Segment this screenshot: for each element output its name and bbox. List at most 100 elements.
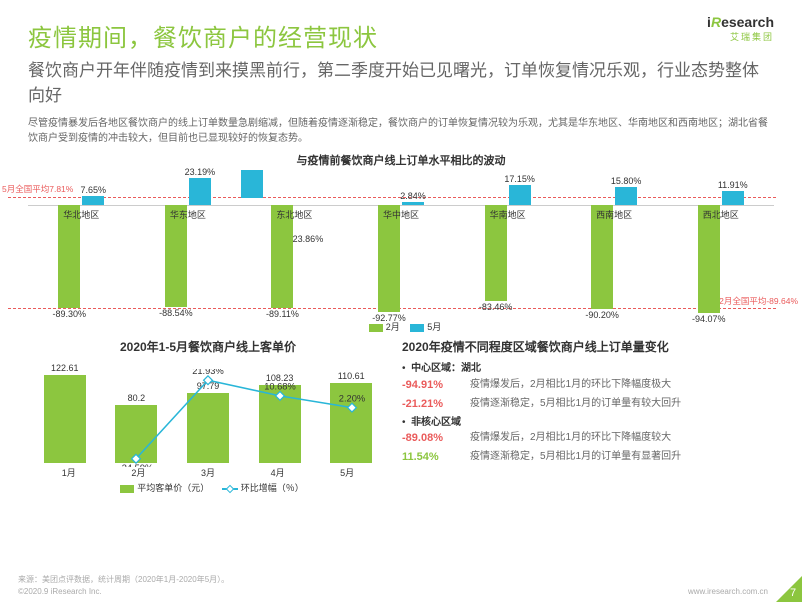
legend-label-bar: 平均客单价（元） — [137, 483, 209, 493]
month-label: 4月 — [243, 466, 313, 479]
legend-label-line: 环比增幅（％） — [241, 483, 304, 493]
chart2-bar: 110.61 — [330, 383, 372, 463]
info-row: 11.54% 疫情逐渐稳定，5月相比1月的订单量有显著回升 — [402, 449, 774, 466]
feb-value-label: -94.07% — [692, 314, 726, 324]
info-container: 2020年疫情不同程度区域餐饮商户线上订单量变化 • 中心区域：湖北-94.91… — [402, 338, 774, 494]
page-title: 疫情期间，餐饮商户的经营现状 — [28, 18, 774, 53]
slide-root: iResearch 艾瑞集团 疫情期间，餐饮商户的经营现状 餐饮商户开年伴随疫情… — [0, 0, 802, 602]
chart2-col: 110.61 — [320, 369, 382, 463]
may-value-label: 7.65% — [81, 185, 107, 195]
chart1-col: 2.84% -92.77% 华中地区 — [348, 170, 455, 320]
chart2-bar-label: 80.2 — [128, 393, 146, 403]
may-bar — [189, 178, 211, 205]
legend-swatch-may — [410, 324, 424, 332]
month-label: 5月 — [312, 466, 382, 479]
feb-value-label: -89.30% — [53, 309, 87, 319]
feb-value-label: -92.77% — [372, 313, 406, 323]
region-label: 西北地区 — [703, 208, 739, 221]
legend-swatch-feb — [369, 324, 383, 332]
chart2-bar: 80.2 — [115, 405, 157, 463]
chart2-legend: 平均客单价（元） 环比增幅（％） — [28, 481, 388, 494]
may-bar — [402, 202, 424, 205]
may-value-label: 23.19% — [185, 167, 216, 177]
legend-swatch-line — [222, 488, 238, 490]
may-bar — [722, 191, 744, 205]
feb-value-label: -83.46% — [479, 302, 513, 312]
region-label: 东北地区 — [276, 208, 312, 221]
feb-bar — [698, 205, 720, 313]
chart2-bar: 97.79 — [187, 393, 229, 464]
logo-main: iResearch — [707, 14, 774, 30]
may-value-label: 15.80% — [611, 176, 642, 186]
info-text: 疫情爆发后，2月相比1月的环比下降幅度较大 — [470, 430, 671, 447]
region-label: 华北地区 — [63, 208, 99, 221]
month-label: 2月 — [104, 466, 174, 479]
chart2-bar-label: 110.61 — [338, 371, 365, 381]
info-text: 疫情爆发后，2月相比1月的环比下降幅度极大 — [470, 377, 671, 394]
bottom-row: 2020年1-5月餐饮商户线上客单价 122.61 80.2 97.79 108.23… — [28, 338, 774, 494]
region-label: 华南地区 — [490, 208, 526, 221]
chart1-groups: 7.65%-89.30%华北地区23.19%-88.54%华东地区-23.86%… — [28, 170, 774, 320]
chart1-col: 17.15% -83.46% 华南地区 — [454, 170, 561, 320]
body-text: 尽管疫情暴发后各地区餐饮商户的线上订单数量急剧缩减，但随着疫情逐渐稳定，餐饮商户… — [28, 116, 774, 146]
info-row: -94.91% 疫情爆发后，2月相比1月的环比下降幅度极大 — [402, 377, 774, 394]
chart2-month-labels: 1月2月3月4月5月 — [28, 466, 388, 479]
logo-sub: 艾瑞集团 — [707, 30, 774, 43]
footer-copyright: ©2020.9 iResearch Inc. — [18, 587, 102, 596]
chart1-col: 7.65% -89.30% 华北地区 — [28, 170, 135, 320]
info-value: 11.54% — [402, 449, 460, 466]
feb-value-label: -90.20% — [585, 310, 619, 320]
chart2-bar: 122.61 — [44, 375, 86, 464]
info-row: -89.08% 疫情爆发后，2月相比1月的环比下降幅度较大 — [402, 430, 774, 447]
info-text: 疫情逐渐稳定，5月相比1月的订单量有较大回升 — [470, 396, 681, 413]
chart1-col: 11.91%-94.07%西北地区 — [667, 170, 774, 320]
info-text: 疫情逐渐稳定，5月相比1月的订单量有显著回升 — [470, 449, 681, 466]
info-section-heading: • 非核心区域 — [402, 415, 774, 431]
info-row: -21.21% 疫情逐渐稳定，5月相比1月的订单量有较大回升 — [402, 396, 774, 413]
chart2-title: 2020年1-5月餐饮商户线上客单价 — [28, 338, 388, 355]
may-value-label: 17.15% — [504, 174, 535, 184]
info-value: -94.91% — [402, 377, 460, 394]
may-value-label: 11.91% — [718, 180, 748, 190]
logo: iResearch 艾瑞集团 — [707, 14, 774, 43]
chart2-plot: 122.6180.297.79108.23110.61 -34.59%21.93… — [28, 359, 388, 479]
legend-label-feb: 2月 — [386, 322, 400, 332]
chart1-title: 与疫情前餐饮商户线上订单水平相比的波动 — [28, 152, 774, 168]
chart2-bar-label: 97.79 — [197, 381, 220, 391]
may-value-label: -23.86% — [290, 234, 324, 244]
info-value: -89.08% — [402, 430, 460, 447]
chart2-col: 80.2 — [106, 369, 168, 463]
legend-label-may: 5月 — [427, 322, 441, 332]
legend-swatch-bar — [120, 485, 134, 493]
info-value: -21.21% — [402, 396, 460, 413]
chart2-bars: 122.61 80.2 97.79 108.23 110.61 — [28, 369, 388, 463]
month-label: 3月 — [173, 466, 243, 479]
may-bar — [241, 170, 263, 197]
chart2-col: 97.79 — [177, 369, 239, 463]
may-bar — [82, 196, 104, 205]
region-label: 华中地区 — [383, 208, 419, 221]
chart1-container: 与疫情前餐饮商户线上订单水平相比的波动 5月全国平均7.81% 2月全国平均-8… — [28, 152, 774, 332]
feb-value-label: -89.11% — [266, 309, 299, 319]
may-bar — [509, 185, 531, 205]
month-label: 1月 — [34, 466, 104, 479]
footer-site: www.iresearch.com.cn — [688, 587, 768, 596]
region-label: 西南地区 — [596, 208, 632, 221]
feb-bar — [378, 205, 400, 312]
chart2-col: 122.61 — [34, 369, 96, 463]
chart2-container: 2020年1-5月餐饮商户线上客单价 122.61 80.2 97.79 108.23… — [28, 338, 388, 494]
info-section-heading: • 中心区域：湖北 — [402, 361, 774, 377]
chart2-bar: 108.23 — [259, 385, 301, 463]
chart2-col: 108.23 — [249, 369, 311, 463]
may-bar — [615, 187, 637, 205]
chart1-col: 23.19%-88.54%华东地区 — [135, 170, 242, 320]
chart2-bar-label: 108.23 — [266, 373, 294, 383]
chart2-bar-label: 122.61 — [51, 363, 79, 373]
chart1-col: 15.80% -90.20% 西南地区 — [561, 170, 668, 320]
info-title: 2020年疫情不同程度区域餐饮商户线上订单量变化 — [402, 338, 774, 355]
footer: 来源：美团点评数据，统计周期（2020年1月-2020年5月）。 ©2020.9… — [18, 574, 802, 596]
may-value-label: 2.84% — [400, 191, 426, 201]
chart1-col: -23.86% -89.11% 东北地区 — [241, 170, 348, 320]
feb-value-label: -88.54% — [159, 308, 193, 318]
footer-source: 来源：美团点评数据，统计周期（2020年1月-2020年5月）。 — [18, 574, 802, 585]
